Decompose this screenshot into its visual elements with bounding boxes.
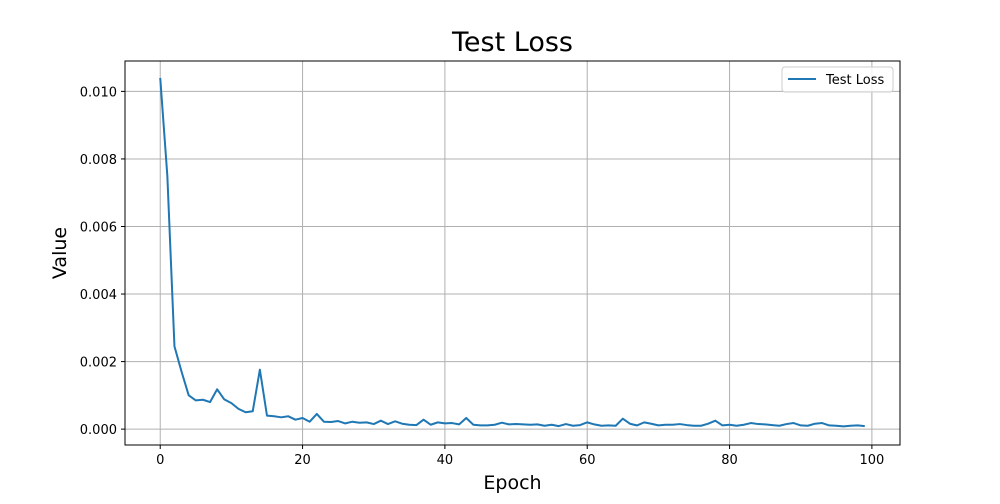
y-tick-label: 0.000: [80, 423, 117, 438]
grid: [125, 61, 900, 445]
x-tick-label: 100: [859, 453, 884, 468]
x-tick-label: 20: [294, 453, 311, 468]
legend-box: [781, 66, 894, 93]
x-tick-label: 0: [156, 453, 164, 468]
x-axis-title: Epoch: [483, 472, 541, 494]
y-axis: 0.000 0.002 0.004 0.006 0.008 0.010: [80, 85, 125, 438]
series-line-test-loss: [159, 77, 865, 428]
y-tick-label: 0.008: [80, 153, 117, 168]
axes-frame: [124, 60, 901, 446]
series-layer: [159, 77, 865, 428]
legend: Test Loss: [781, 66, 894, 93]
y-tick-label: 0.004: [80, 288, 117, 303]
y-tick-label: 0.002: [80, 356, 117, 371]
y-axis-title: Value: [49, 227, 71, 279]
x-tick-label: 40: [437, 453, 454, 468]
x-axis: 0 20 40 60 80 100: [156, 445, 884, 468]
x-tick-label: 60: [579, 453, 596, 468]
y-tick-label: 0.006: [80, 220, 117, 235]
legend-label-test-loss: Test Loss: [825, 73, 884, 88]
x-tick-label: 80: [721, 453, 738, 468]
y-tick-label: 0.010: [80, 85, 117, 100]
chart-title: Test Loss: [451, 27, 573, 58]
